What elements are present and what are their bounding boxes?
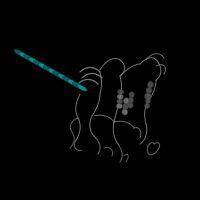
Ellipse shape <box>67 79 77 86</box>
Ellipse shape <box>129 92 134 98</box>
Ellipse shape <box>33 60 43 67</box>
Ellipse shape <box>77 85 87 91</box>
Ellipse shape <box>38 63 48 70</box>
Ellipse shape <box>63 76 72 83</box>
Ellipse shape <box>14 49 24 56</box>
Ellipse shape <box>123 98 129 104</box>
Ellipse shape <box>58 74 68 80</box>
Ellipse shape <box>128 97 134 103</box>
Ellipse shape <box>48 68 58 75</box>
Ellipse shape <box>145 103 150 109</box>
Ellipse shape <box>146 93 151 99</box>
Ellipse shape <box>117 94 123 99</box>
Ellipse shape <box>117 89 124 95</box>
Ellipse shape <box>122 109 128 115</box>
Ellipse shape <box>43 66 53 72</box>
Ellipse shape <box>123 103 129 110</box>
Ellipse shape <box>146 87 152 94</box>
Ellipse shape <box>128 102 133 108</box>
Ellipse shape <box>19 52 29 59</box>
Ellipse shape <box>117 99 123 104</box>
Ellipse shape <box>116 103 123 109</box>
Ellipse shape <box>24 55 34 61</box>
Ellipse shape <box>145 98 151 104</box>
Ellipse shape <box>148 81 154 88</box>
Ellipse shape <box>29 57 38 64</box>
Ellipse shape <box>53 71 63 78</box>
Ellipse shape <box>72 82 82 89</box>
Ellipse shape <box>144 93 150 99</box>
